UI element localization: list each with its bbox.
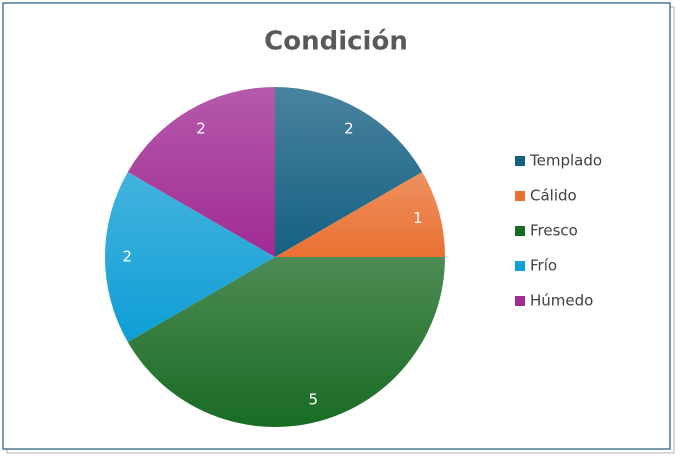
legend-swatch	[515, 226, 525, 236]
data-label: 2	[122, 248, 132, 266]
legend-swatch	[515, 156, 525, 166]
legend-label: Cálido	[530, 187, 577, 205]
legend-swatch	[515, 296, 525, 306]
pie-slice	[127, 87, 275, 257]
pie-slice	[104, 172, 275, 342]
data-label: 2	[196, 119, 206, 137]
pie-slice	[275, 172, 445, 257]
data-label: 1	[413, 209, 423, 227]
legend-swatch	[515, 191, 525, 201]
data-label: 5	[309, 390, 319, 408]
legend-label: Húmedo	[530, 292, 593, 310]
legend-label: Templado	[529, 152, 602, 170]
legend-swatch	[515, 261, 525, 271]
pie-slice	[127, 257, 445, 427]
legend-label: Frío	[530, 257, 557, 275]
pie-slice	[275, 87, 423, 257]
legend-label: Fresco	[530, 222, 578, 240]
data-label: 2	[344, 119, 354, 137]
chart-title: Condición	[264, 27, 408, 57]
